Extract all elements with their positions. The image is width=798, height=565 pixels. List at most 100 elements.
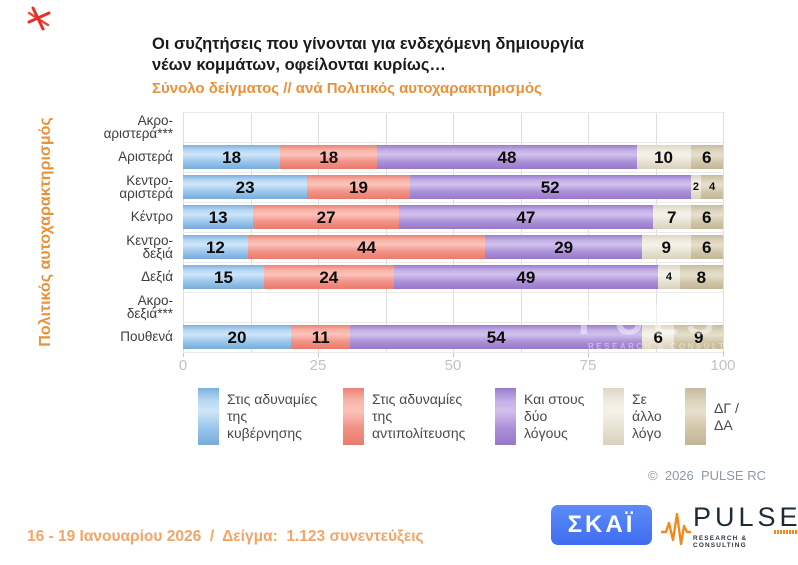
category-label: Δεξιά: [141, 269, 173, 285]
category-label: Πουθενά: [120, 329, 173, 345]
pulse-logo: PULSE RESEARCH & CONSULTING: [661, 502, 798, 552]
category-label: Κέντρο: [130, 209, 173, 225]
bar-segment: 10: [636, 145, 691, 169]
legend-swatch: [343, 388, 364, 445]
bar-segment: 13: [183, 205, 254, 229]
gridline-horizontal: [183, 352, 723, 353]
legend-item: Στις αδυναμίες της αντιπολίτευσης: [343, 388, 482, 445]
value-label: 18: [222, 147, 242, 167]
legend-label: Στις αδυναμίες της κυβέρνησης: [227, 391, 318, 441]
value-label: 9: [693, 327, 704, 347]
bar-segment: 54: [350, 325, 642, 349]
bar-segment: 8: [679, 265, 723, 289]
page-title: Οι συζητήσεις που γίνονται για ενδεχόμεν…: [152, 34, 712, 76]
value-label: 19: [349, 177, 368, 197]
gridline-horizontal: [183, 112, 723, 113]
bar-segment: 6: [690, 145, 723, 169]
value-label: 2: [692, 180, 700, 193]
x-axis-tick: [183, 352, 184, 357]
legend-label: ΔΓ / ΔΑ: [714, 399, 739, 433]
value-label: 6: [702, 207, 712, 227]
bar-row: 12 44 29 9 6: [183, 235, 723, 259]
pulse-logo-name: PULSE: [693, 502, 798, 532]
legend-item: Στις αδυναμίες της κυβέρνησης: [198, 388, 330, 445]
category-label: Ακρο-δεξιά***: [126, 292, 173, 321]
bar-segment: 9: [641, 235, 691, 259]
x-axis-tick: [453, 352, 454, 357]
value-label: 11: [311, 327, 330, 347]
value-label: 52: [540, 177, 560, 197]
bar-segment: 2: [690, 175, 702, 199]
value-label: 49: [516, 267, 536, 287]
value-label: 6: [653, 327, 663, 347]
bar-segment: 49: [393, 265, 659, 289]
legend-label: Σε άλλο λόγο: [632, 391, 662, 441]
bar-segment: 47: [398, 205, 653, 229]
plot-area: PULSE RESEARCH & CONSULTING 18 18 48 10 6 23 1…: [183, 112, 750, 353]
category-label: Κεντρο-δεξιά: [126, 232, 173, 261]
gridline-horizontal: [183, 202, 723, 203]
pulse-logo-tagline: RESEARCH & CONSULTING: [693, 535, 748, 549]
x-axis-tick-label: 25: [309, 357, 327, 374]
title-line-2: νέων κομμάτων, οφείλονται κυρίως…: [152, 56, 446, 74]
bar-segment: 12: [183, 235, 248, 259]
gridline-horizontal: [183, 322, 723, 323]
value-label: 48: [497, 147, 517, 167]
gridline-horizontal: [183, 292, 723, 293]
gridline-horizontal: [183, 262, 723, 263]
category-label: Αριστερά: [118, 149, 173, 165]
bar-row: 20 11 54 6 9: [183, 325, 723, 349]
skai-logo-text: ΣΚΑΪ: [567, 511, 636, 538]
gridline-vertical: [723, 112, 724, 352]
legend-swatch: [198, 388, 219, 445]
x-axis-tick: [723, 352, 724, 357]
legend-item: Σε άλλο λόγο: [603, 388, 672, 445]
category-label: Ακρο-αριστερά***: [103, 112, 173, 141]
bar-row: 15 24 49 4 8: [183, 265, 723, 289]
legend-item: Και στους δύο λόγους: [495, 388, 590, 445]
bar-segment: 6: [641, 325, 675, 349]
legend-label: Στις αδυναμίες της αντιπολίτευσης: [372, 391, 466, 441]
x-axis-tick: [588, 352, 589, 357]
legend-swatch: [495, 388, 516, 445]
title-line-1: Οι συζητήσεις που γίνονται για ενδεχόμεν…: [152, 35, 584, 53]
value-label: 7: [666, 207, 677, 227]
value-label: 15: [214, 267, 233, 287]
legend-label: Και στους δύο λόγους: [524, 391, 585, 441]
bar-segment: 11: [291, 325, 351, 349]
bar-segment: 23: [183, 175, 308, 199]
x-axis: 0 25 50 75 100: [179, 352, 736, 376]
bar-row: 13 27 47 7 6: [183, 205, 723, 229]
value-label: 6: [702, 147, 712, 167]
bar-segment: 27: [253, 205, 399, 229]
bar-segment: 44: [247, 235, 486, 259]
bar-segment: 19: [307, 175, 410, 199]
bar-segment: 15: [183, 265, 264, 289]
value-label: 24: [319, 267, 339, 287]
page-subtitle: Σύνολο δείγματος // ανά Πολιτικός αυτοχα…: [152, 80, 542, 97]
bar-segment: 18: [183, 145, 281, 169]
legend-item: ΔΓ / ΔΑ: [685, 388, 760, 445]
value-label: 23: [235, 177, 255, 197]
gridline-horizontal: [183, 142, 723, 143]
value-label: 13: [208, 207, 228, 227]
bar-segment: 7: [652, 205, 691, 229]
bar-row: 18 18 48 10 6: [183, 145, 723, 169]
gridline-horizontal: [183, 172, 723, 173]
x-axis-tick-label: 100: [710, 357, 736, 374]
value-label: 44: [357, 237, 377, 257]
pulse-logo-orange-mark: [773, 530, 798, 534]
bar-segment: 9: [674, 325, 723, 349]
value-label: 9: [661, 237, 672, 257]
pulse-waveform-icon: [661, 512, 691, 546]
bar-segment: 20: [183, 325, 291, 349]
value-label: 6: [702, 237, 712, 257]
bar-segment: 4: [658, 265, 680, 289]
bar-segment: 29: [485, 235, 642, 259]
copyright-text: © 2026 PULSE RC: [648, 468, 766, 483]
value-label: 27: [316, 207, 336, 227]
value-label: 20: [227, 327, 247, 347]
category-label: Κεντρο-αριστερά: [119, 172, 173, 201]
value-label: 4: [709, 180, 716, 193]
